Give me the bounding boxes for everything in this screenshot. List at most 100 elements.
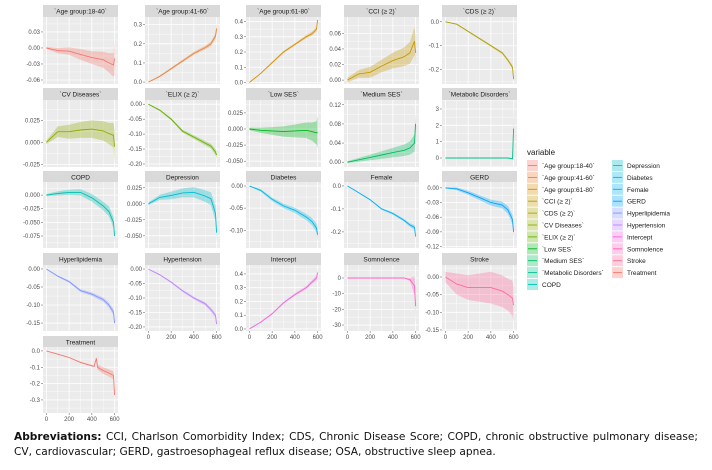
- series-line: [148, 28, 218, 83]
- y-tick-label: -30: [332, 323, 341, 329]
- facet-title: `Age group:41-60`: [156, 9, 209, 16]
- facet-title: Intercept: [271, 257, 296, 264]
- confidence-band: [445, 271, 514, 323]
- y-tick-label: -0.025: [23, 207, 41, 213]
- y-tick-label: 0.00: [231, 184, 243, 190]
- series-line: [249, 185, 319, 235]
- facet-title: Somnolence: [363, 257, 400, 264]
- y-tick-label: -20: [332, 307, 341, 313]
- legend-label: Diabetes: [627, 175, 653, 182]
- facet-title: `Medium SES`: [360, 92, 402, 99]
- y-tick-label: 0.04: [329, 141, 341, 147]
- series-line: [46, 128, 116, 147]
- y-tick-label: 0.03: [28, 30, 40, 36]
- y-tick-label: 0.0: [134, 80, 143, 86]
- y-tick-label: 0.00: [28, 46, 40, 52]
- y-tick-label: 2: [436, 123, 440, 129]
- facet-title: `Low SES`: [268, 92, 299, 99]
- x-tick-label: 0: [147, 335, 151, 341]
- series-line: [148, 103, 218, 156]
- y-tick-label: 0.02: [329, 63, 341, 69]
- y-tick-label: 0.00: [329, 78, 341, 84]
- y-tick-label: 0.08: [329, 122, 341, 128]
- facet-panel: `Age group:61-80` 0.0 0.1 0.2 0.3 0.4: [235, 5, 321, 86]
- y-tick-label: 0.1: [134, 61, 143, 67]
- x-tick-label: 400: [87, 417, 98, 423]
- facet-title: `CDS (≥ 2)`: [463, 9, 496, 16]
- y-tick-label: -0.20: [128, 325, 142, 331]
- facet-strip: [145, 171, 220, 182]
- series-line: [249, 19, 319, 83]
- y-tick-label: 0.0: [32, 349, 41, 355]
- series-line: [347, 277, 417, 307]
- legend-item: Hypertension: [612, 219, 666, 231]
- y-tick-label: 0: [436, 156, 440, 162]
- confidence-band: [148, 187, 217, 243]
- y-tick-label: -0.2: [30, 382, 41, 388]
- y-tick-label: -0.06: [425, 215, 439, 221]
- legend-item: Female: [612, 183, 649, 195]
- x-tick-label: 0: [444, 335, 448, 341]
- y-tick-label: 0.025: [228, 111, 244, 117]
- facet-strip: [344, 171, 419, 182]
- y-tick-label: -0.15: [128, 147, 142, 153]
- facet-title: `Metabolic Disorders`: [449, 92, 511, 99]
- y-tick-label: 0.00: [427, 275, 439, 281]
- y-tick-label: 0.00: [130, 102, 142, 108]
- y-tick-label: -0.3: [30, 398, 41, 404]
- y-tick-label: -0.10: [26, 303, 40, 309]
- facet-title: `Age group:61-80`: [257, 9, 310, 16]
- legend-item: `CV Diseases`: [527, 219, 584, 231]
- y-tick-label: -0.1: [331, 207, 342, 213]
- series-line: [249, 272, 319, 330]
- legend-item: COPD: [527, 279, 561, 290]
- series-line: [46, 47, 116, 66]
- y-tick-label: 0.2: [235, 50, 244, 56]
- y-tick-label: 0.000: [228, 127, 244, 133]
- y-tick-label: -0.12: [425, 245, 439, 251]
- series-line: [445, 187, 515, 232]
- y-tick-label: -0.2: [429, 68, 440, 74]
- facet-panel: COPD 0.000 -0.025 -0.050 -0.075: [23, 171, 118, 248]
- legend-item: Treatment: [612, 267, 657, 279]
- confidence-band: [347, 27, 416, 83]
- y-tick-label: -0.1: [30, 365, 41, 371]
- y-tick-label: 0.3: [235, 286, 244, 292]
- facet-title: Hyperlipidemia: [59, 257, 102, 264]
- facet-strip: [442, 88, 517, 100]
- legend-item: `Metabolic Disorders`: [527, 267, 604, 279]
- facet-panel: `CCI (≥ 2)` 0.00 0.02 0.04 0.06: [329, 5, 419, 84]
- facet-panel: `CDS (≥ 2)` 0.0 -0.1 -0.2: [429, 5, 517, 84]
- facet-panel: `Low SES` 0.025 0.000 -0.025 -0.050: [226, 88, 321, 167]
- facet-strip: [246, 253, 321, 265]
- facet-strip: [344, 5, 419, 17]
- x-tick-label: 600: [509, 335, 520, 341]
- facet-title: `Age group:18-40`: [54, 9, 107, 16]
- facet-strip: [43, 171, 118, 182]
- y-tick-label: -0.15: [128, 310, 142, 316]
- facet-panel: Somnolence 0 -10 -20 -30 0 200 400 600: [332, 253, 421, 341]
- legend-item: Intercept: [612, 231, 652, 243]
- facet-title: Treatment: [66, 340, 96, 347]
- x-tick-label: 400: [290, 335, 301, 341]
- facet-title: Depression: [166, 175, 199, 182]
- y-tick-label: -0.06: [26, 78, 40, 84]
- legend-label: `CCI (≥ 2)`: [542, 199, 573, 206]
- y-tick-label: 0: [338, 276, 342, 282]
- x-tick-label: 200: [267, 335, 278, 341]
- legend-label: `CV Diseases`: [542, 223, 584, 230]
- legend-item: Somnolence: [612, 243, 664, 255]
- y-tick-label: -0.075: [23, 234, 41, 240]
- caption-label: Abbreviations:: [14, 431, 102, 443]
- facet-title: Stroke: [470, 257, 489, 264]
- facet-panel: Hypertension 0.00 -0.05 -0.10 -0.15 -0.20 0 200…: [128, 253, 222, 341]
- x-tick-label: 200: [365, 335, 376, 341]
- facet-strip: [145, 88, 220, 100]
- y-tick-label: -0.03: [26, 62, 40, 68]
- legend-label: `Age group:18-40`: [542, 163, 595, 170]
- facet-panel: Female 0.0 -0.1 -0.2: [331, 171, 419, 248]
- series-line: [347, 41, 417, 81]
- y-tick-label: -0.2: [331, 230, 342, 236]
- series-line: [148, 191, 218, 233]
